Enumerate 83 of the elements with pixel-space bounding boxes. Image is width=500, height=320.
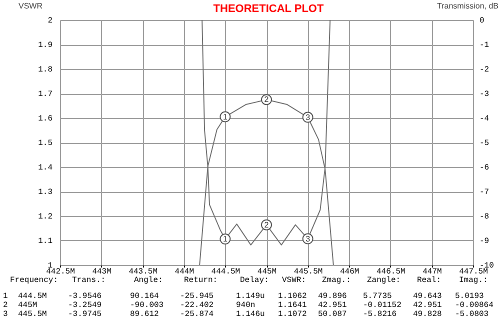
annotation: 3 [306, 112, 311, 122]
text: 50.087 [318, 310, 348, 319]
text: 49.828 [413, 310, 442, 319]
annotation: 3 [306, 234, 311, 244]
y-tick-label: 1.4 [38, 164, 53, 172]
y-tick-label: 1.8 [38, 66, 53, 74]
x-tick-label: 447M [422, 268, 442, 276]
y2-tick-label: -9 [480, 237, 490, 246]
y2-tick-label: -2 [480, 66, 490, 74]
y2-tick-label: -7 [480, 188, 490, 197]
y-tick-label: 1.3 [38, 188, 53, 197]
y-tick-label: 1.1 [38, 237, 53, 246]
text: 445.5M [18, 310, 48, 319]
text: -3.9546 [68, 292, 102, 301]
x-tick-label: 445.5M [294, 268, 323, 276]
y-tick-label: 1.2 [38, 212, 53, 222]
y-tick-label: 1.6 [38, 114, 53, 124]
text: -25.874 [180, 310, 214, 319]
text: 1 [3, 292, 8, 301]
text: Real: [417, 276, 442, 285]
y-tick-label: 1.5 [38, 139, 53, 148]
text: -5.0803 [455, 310, 489, 319]
x-tick-label: 444.5M [211, 268, 240, 276]
text: Return: [184, 276, 218, 285]
annotation: 1 [222, 234, 228, 244]
text: 445M [18, 301, 38, 310]
y2-tick-label: -1 [480, 41, 490, 50]
y2-tick-label: -8 [480, 212, 490, 222]
x-tick-label: 443M [92, 268, 112, 276]
y-axis-title: VSWR [18, 2, 43, 10]
text: Delay: [240, 276, 269, 285]
y2-tick-label: 0 [480, 16, 484, 26]
x-tick-label: 446.5M [376, 268, 406, 276]
text: 42.951 [318, 301, 348, 310]
text: -22.402 [180, 301, 214, 310]
text: -25.945 [180, 292, 214, 301]
text: 1.1062 [278, 292, 308, 301]
y-tick-label: 1.7 [38, 90, 53, 99]
text: -3.9745 [68, 310, 102, 319]
chart-title: THEORETICAL PLOT [213, 3, 324, 15]
text: -3.2549 [68, 301, 102, 310]
text: -90.003 [130, 301, 164, 310]
annotation: 2 [264, 95, 270, 104]
x-tick-label: 444M [174, 268, 194, 276]
text: Frequency: [10, 276, 58, 285]
x-tick-label: 446M [340, 268, 360, 276]
text: Imag.: [459, 276, 488, 285]
y2-tick-label: -5 [480, 139, 490, 148]
text: 49.643 [413, 292, 442, 301]
y-tick-label: 2 [48, 16, 53, 26]
text: 90.164 [130, 292, 160, 301]
text: Trans.: [72, 276, 106, 285]
y2-tick-label: -3 [480, 90, 490, 99]
text: 1.149u [236, 292, 266, 301]
text: 3 [3, 310, 8, 319]
text: Zmag.: [322, 276, 351, 285]
annotation: 1 [222, 112, 228, 122]
text: 1.1641 [278, 301, 308, 310]
x-tick-label: 445M [257, 268, 277, 276]
x-tick-label: 447.5M [459, 268, 488, 276]
text: Angle: [134, 276, 163, 285]
text: 444.5M [18, 292, 48, 301]
text: Zangle: [367, 276, 401, 285]
text: 1.1072 [278, 310, 308, 319]
text: 1.146u [236, 310, 266, 319]
text: 42.951 [413, 301, 442, 310]
y2-axis-title: Transmission, dB [437, 2, 498, 10]
text: 5.0193 [455, 292, 484, 301]
text: VSWR: [282, 276, 306, 285]
y-tick-label: 1.9 [38, 41, 53, 50]
y2-tick-label: -4 [480, 114, 490, 124]
text: 940n [236, 301, 256, 310]
text: 2 [3, 301, 8, 310]
text: -0.01152 [363, 301, 402, 310]
text: 5.7735 [363, 292, 392, 301]
y2-tick-label: -6 [480, 164, 490, 172]
text: -0.00864 [455, 301, 494, 310]
text: -5.8216 [363, 310, 397, 319]
x-tick-label: 442.5M [46, 268, 76, 276]
text: 49.896 [318, 292, 348, 301]
text: 89.612 [130, 310, 160, 319]
annotation: 2 [264, 220, 270, 230]
x-tick-label: 443.5M [128, 268, 158, 276]
